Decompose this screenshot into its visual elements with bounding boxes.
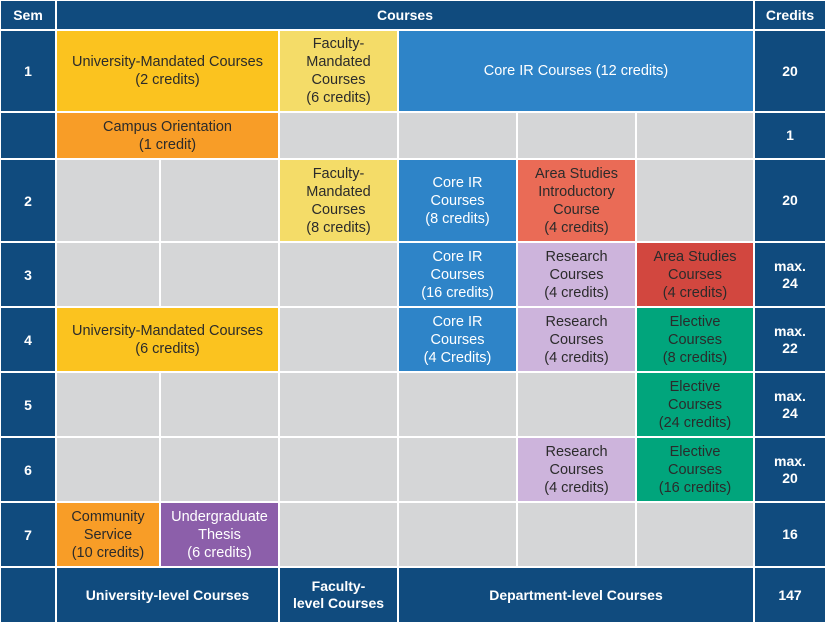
univ-mandated-sem1-block: University-Mandated Courses (2 credits) [56, 30, 279, 112]
empty-slot [398, 437, 517, 502]
empty-slot [160, 159, 279, 242]
semester-label [0, 112, 56, 159]
footer-total-credits: 147 [754, 567, 826, 623]
empty-slot [398, 112, 517, 159]
semester-label: 6 [0, 437, 56, 502]
footer-spacer [0, 567, 56, 623]
footer-university-level: University-level Courses [56, 567, 279, 623]
footer-department-level: Department-level Courses [398, 567, 754, 623]
row-credits: 20 [754, 30, 826, 112]
row-credits: max. 24 [754, 372, 826, 437]
empty-slot [398, 502, 517, 567]
empty-slot [56, 372, 160, 437]
empty-slot [398, 372, 517, 437]
univ-mandated-sem4-block: University-Mandated Courses (6 credits) [56, 307, 279, 372]
empty-slot [160, 437, 279, 502]
undergraduate-thesis-block: Undergraduate Thesis (6 credits) [160, 502, 279, 567]
area-intro-sem2-block: Area Studies Introductory Course (4 cred… [517, 159, 636, 242]
research-sem4-block: Research Courses (4 credits) [517, 307, 636, 372]
elective-sem5-block: Elective Courses (24 credits) [636, 372, 754, 437]
empty-slot [279, 437, 398, 502]
header-credits: Credits [754, 0, 826, 30]
empty-slot [279, 112, 398, 159]
area-studies-sem3-block: Area Studies Courses (4 credits) [636, 242, 754, 307]
semester-label: 3 [0, 242, 56, 307]
row-credits: max. 22 [754, 307, 826, 372]
empty-slot [279, 307, 398, 372]
row-credits: 20 [754, 159, 826, 242]
empty-slot [160, 372, 279, 437]
row-credits: 16 [754, 502, 826, 567]
core-ir-sem2-block: Core IR Courses (8 credits) [398, 159, 517, 242]
empty-slot [279, 502, 398, 567]
faculty-mandated-sem2-block: Faculty- Mandated Courses (8 credits) [279, 159, 398, 242]
empty-slot [517, 372, 636, 437]
elective-sem4-block: Elective Courses (8 credits) [636, 307, 754, 372]
semester-label: 4 [0, 307, 56, 372]
semester-label: 7 [0, 502, 56, 567]
row-credits: 1 [754, 112, 826, 159]
footer-faculty-level: Faculty- level Courses [279, 567, 398, 623]
campus-orientation-block: Campus Orientation (1 credit) [56, 112, 279, 159]
faculty-mandated-sem1-block: Faculty- Mandated Courses (6 credits) [279, 30, 398, 112]
semester-label: 2 [0, 159, 56, 242]
empty-slot [517, 502, 636, 567]
semester-label: 5 [0, 372, 56, 437]
header-courses: Courses [56, 0, 754, 30]
core-ir-sem4-block: Core IR Courses (4 Credits) [398, 307, 517, 372]
row-credits: max. 24 [754, 242, 826, 307]
header-sem: Sem [0, 0, 56, 30]
empty-slot [517, 112, 636, 159]
core-ir-sem1-block: Core IR Courses (12 credits) [398, 30, 754, 112]
empty-slot [636, 159, 754, 242]
empty-slot [56, 159, 160, 242]
empty-slot [56, 437, 160, 502]
empty-slot [279, 372, 398, 437]
empty-slot [160, 242, 279, 307]
empty-slot [636, 112, 754, 159]
core-ir-sem3-block: Core IR Courses (16 credits) [398, 242, 517, 307]
empty-slot [56, 242, 160, 307]
community-service-block: Community Service (10 credits) [56, 502, 160, 567]
semester-label: 1 [0, 30, 56, 112]
row-credits: max. 20 [754, 437, 826, 502]
empty-slot [636, 502, 754, 567]
research-sem6-block: Research Courses (4 credits) [517, 437, 636, 502]
elective-sem6-block: Elective Courses (16 credits) [636, 437, 754, 502]
research-sem3-block: Research Courses (4 credits) [517, 242, 636, 307]
empty-slot [279, 242, 398, 307]
